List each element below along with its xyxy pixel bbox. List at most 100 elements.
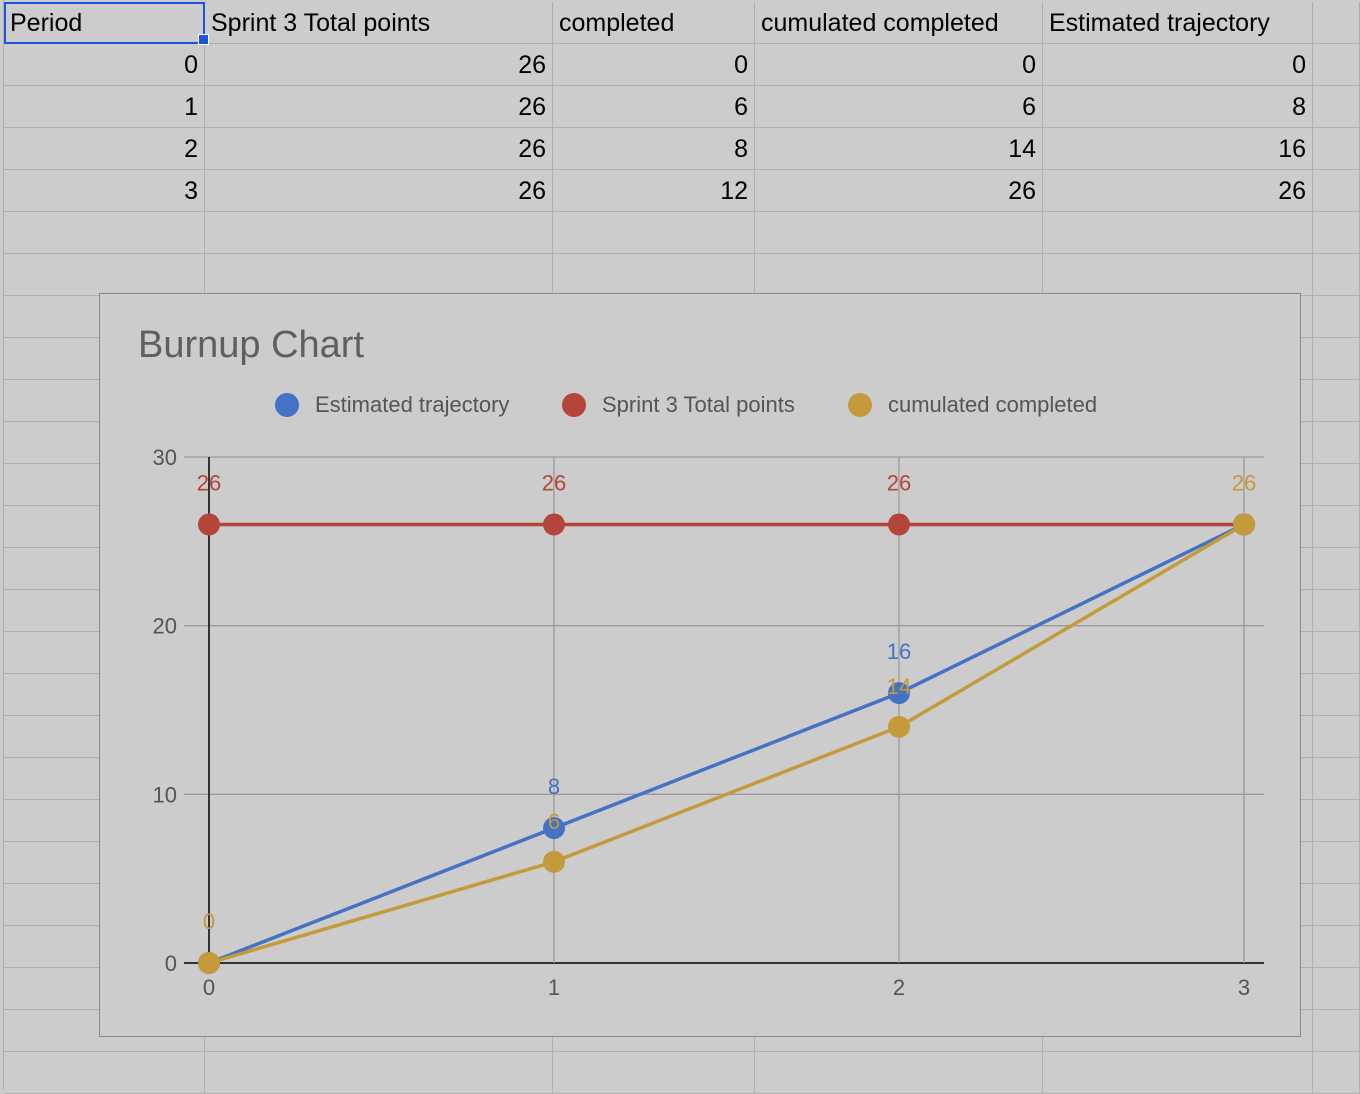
data-label: 14 bbox=[887, 674, 911, 699]
table-cell[interactable] bbox=[1313, 212, 1360, 254]
legend-item[interactable]: cumulated completed bbox=[848, 390, 1097, 420]
data-label: 26 bbox=[1232, 470, 1256, 495]
table-cell[interactable] bbox=[1313, 968, 1360, 1010]
table-cell[interactable]: 16 bbox=[1043, 128, 1313, 170]
table-cell[interactable]: 26 bbox=[205, 170, 553, 212]
table-cell[interactable]: 6 bbox=[755, 86, 1043, 128]
table-cell[interactable] bbox=[1313, 1010, 1360, 1052]
table-cell[interactable]: 0 bbox=[755, 44, 1043, 86]
data-point bbox=[1233, 513, 1255, 536]
table-row: 2 26 8 14 16 bbox=[0, 128, 1360, 170]
table-cell[interactable] bbox=[1313, 842, 1360, 884]
table-cell[interactable]: 26 bbox=[755, 170, 1043, 212]
table-cell[interactable]: 14 bbox=[755, 128, 1043, 170]
table-cell[interactable]: 8 bbox=[553, 128, 755, 170]
table-cell[interactable] bbox=[1313, 716, 1360, 758]
table-cell[interactable]: 12 bbox=[553, 170, 755, 212]
legend-item[interactable]: Sprint 3 Total points bbox=[562, 390, 795, 420]
header-row: Period Sprint 3 Total points completed cumu… bbox=[0, 2, 1360, 44]
table-cell[interactable] bbox=[205, 212, 553, 254]
table-cell[interactable] bbox=[1313, 926, 1360, 968]
data-label: 6 bbox=[548, 809, 560, 834]
y-tick-label: 30 bbox=[153, 445, 177, 470]
fill-handle[interactable] bbox=[198, 34, 209, 45]
table-cell[interactable]: 26 bbox=[205, 44, 553, 86]
column-header-cell[interactable]: Sprint 3 Total points bbox=[205, 2, 553, 44]
table-cell[interactable]: 2 bbox=[4, 128, 205, 170]
table-cell[interactable] bbox=[1313, 44, 1360, 86]
table-cell[interactable] bbox=[1313, 506, 1360, 548]
data-label: 16 bbox=[887, 639, 911, 664]
table-cell[interactable] bbox=[4, 1052, 205, 1094]
data-label: 8 bbox=[548, 774, 560, 799]
table-cell[interactable] bbox=[1313, 464, 1360, 506]
table-cell[interactable]: 6 bbox=[553, 86, 755, 128]
table-row bbox=[0, 254, 1360, 296]
table-cell[interactable] bbox=[205, 1052, 553, 1094]
table-cell[interactable] bbox=[1043, 1010, 1313, 1052]
column-header-cell[interactable]: completed bbox=[553, 2, 755, 44]
burnup-chart[interactable]: Burnup Chart Estimated trajectory Sprint … bbox=[99, 293, 1301, 1037]
table-cell[interactable] bbox=[1043, 212, 1313, 254]
table-cell[interactable] bbox=[553, 212, 755, 254]
table-cell[interactable] bbox=[755, 254, 1043, 296]
data-point bbox=[888, 715, 910, 738]
y-tick-label: 0 bbox=[165, 951, 177, 976]
table-cell[interactable]: 1 bbox=[4, 86, 205, 128]
table-cell[interactable] bbox=[1313, 632, 1360, 674]
column-header-cell[interactable]: cumulated completed bbox=[755, 2, 1043, 44]
table-cell[interactable] bbox=[1313, 254, 1360, 296]
chart-plot-area: 0 10 20 30 0 1 2 3 26 26 26 8 16 0 6 14 26 bbox=[153, 445, 1264, 1000]
table-cell[interactable] bbox=[1313, 1052, 1360, 1094]
column-header-cell[interactable]: Estimated trajectory bbox=[1043, 2, 1313, 44]
table-cell[interactable]: 0 bbox=[1043, 44, 1313, 86]
table-cell[interactable] bbox=[755, 1052, 1043, 1094]
table-cell[interactable] bbox=[1313, 590, 1360, 632]
table-cell[interactable]: 0 bbox=[4, 44, 205, 86]
data-point bbox=[543, 850, 565, 873]
table-cell[interactable] bbox=[1313, 800, 1360, 842]
table-cell[interactable] bbox=[1313, 170, 1360, 212]
table-cell[interactable] bbox=[755, 212, 1043, 254]
table-cell[interactable] bbox=[4, 212, 205, 254]
table-cell[interactable] bbox=[205, 254, 553, 296]
table-cell[interactable] bbox=[1043, 254, 1313, 296]
table-cell[interactable] bbox=[1313, 128, 1360, 170]
table-cell[interactable] bbox=[553, 1052, 755, 1094]
table-cell[interactable]: 8 bbox=[1043, 86, 1313, 128]
legend-item[interactable]: Estimated trajectory bbox=[275, 390, 509, 420]
selected-cell[interactable]: Period bbox=[4, 2, 205, 44]
table-cell[interactable] bbox=[1313, 548, 1360, 590]
table-row: 1 26 6 6 8 bbox=[0, 86, 1360, 128]
table-cell[interactable] bbox=[4, 254, 205, 296]
series-line bbox=[208, 522, 1245, 965]
data-label: 0 bbox=[203, 909, 215, 934]
table-row: 0 26 0 0 0 bbox=[0, 44, 1360, 86]
table-cell[interactable]: 3 bbox=[4, 170, 205, 212]
table-cell[interactable] bbox=[1313, 884, 1360, 926]
row-header-strip bbox=[0, 0, 4, 1090]
table-cell[interactable]: 26 bbox=[1043, 170, 1313, 212]
data-point bbox=[888, 682, 910, 705]
table-cell[interactable] bbox=[1313, 296, 1360, 338]
y-tick-label: 10 bbox=[153, 782, 177, 807]
data-point bbox=[888, 513, 910, 536]
table-cell[interactable]: 0 bbox=[553, 44, 755, 86]
table-row bbox=[0, 1052, 1360, 1094]
table-cell[interactable] bbox=[1313, 338, 1360, 380]
table-cell[interactable] bbox=[1313, 2, 1360, 44]
table-cell[interactable] bbox=[1313, 758, 1360, 800]
table-cell[interactable] bbox=[1313, 422, 1360, 464]
table-cell[interactable]: 26 bbox=[205, 86, 553, 128]
x-tick-label: 3 bbox=[1238, 975, 1250, 1000]
table-cell[interactable]: 26 bbox=[205, 128, 553, 170]
y-tick-label: 20 bbox=[153, 614, 177, 639]
table-cell[interactable] bbox=[1313, 380, 1360, 422]
data-point bbox=[198, 513, 220, 536]
table-cell[interactable] bbox=[1313, 86, 1360, 128]
legend-marker-icon bbox=[562, 393, 586, 417]
table-cell[interactable] bbox=[553, 254, 755, 296]
table-cell[interactable] bbox=[1043, 1052, 1313, 1094]
table-cell[interactable] bbox=[1313, 674, 1360, 716]
x-tick-label: 1 bbox=[548, 975, 560, 1000]
